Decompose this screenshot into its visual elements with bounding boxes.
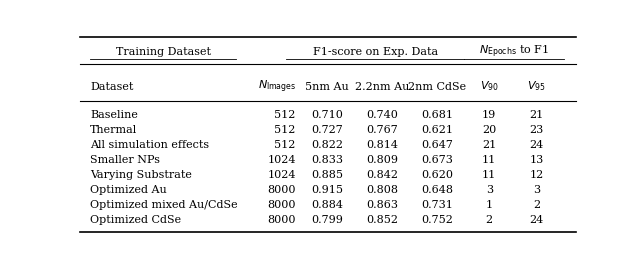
Text: 23: 23: [529, 125, 543, 135]
Text: 8000: 8000: [268, 215, 296, 225]
Text: 0.809: 0.809: [367, 155, 399, 165]
Text: Optimized CdSe: Optimized CdSe: [90, 215, 181, 225]
Text: 0.647: 0.647: [421, 140, 453, 150]
Text: 8000: 8000: [268, 185, 296, 195]
Text: 21: 21: [529, 110, 543, 120]
Text: 1: 1: [486, 200, 493, 210]
Text: 512: 512: [275, 110, 296, 120]
Text: $V_{90}$: $V_{90}$: [480, 80, 499, 93]
Text: 0.799: 0.799: [311, 215, 342, 225]
Text: 512: 512: [275, 125, 296, 135]
Text: 11: 11: [482, 170, 497, 180]
Text: Thermal: Thermal: [90, 125, 137, 135]
Text: 0.822: 0.822: [311, 140, 343, 150]
Text: 0.767: 0.767: [367, 125, 399, 135]
Text: 0.752: 0.752: [421, 215, 453, 225]
Text: 11: 11: [482, 155, 497, 165]
Text: 3: 3: [532, 185, 540, 195]
Text: 24: 24: [529, 140, 543, 150]
Text: 0.915: 0.915: [311, 185, 343, 195]
Text: 0.731: 0.731: [421, 200, 453, 210]
Text: $N_{\mathrm{Epochs}}$ to F1: $N_{\mathrm{Epochs}}$ to F1: [479, 43, 549, 60]
Text: 5nm Au: 5nm Au: [305, 81, 349, 92]
Text: 0.620: 0.620: [421, 170, 453, 180]
Text: 512: 512: [275, 140, 296, 150]
Text: 0.814: 0.814: [367, 140, 399, 150]
Text: 0.621: 0.621: [421, 125, 453, 135]
Text: Training Dataset: Training Dataset: [116, 46, 211, 57]
Text: 24: 24: [529, 215, 543, 225]
Text: Dataset: Dataset: [90, 81, 133, 92]
Text: 0.681: 0.681: [421, 110, 453, 120]
Text: 0.833: 0.833: [311, 155, 343, 165]
Text: 21: 21: [482, 140, 497, 150]
Text: Baseline: Baseline: [90, 110, 138, 120]
Text: 12: 12: [529, 170, 543, 180]
Text: 8000: 8000: [268, 200, 296, 210]
Text: $V_{95}$: $V_{95}$: [527, 80, 546, 93]
Text: 13: 13: [529, 155, 543, 165]
Text: Optimized mixed Au/CdSe: Optimized mixed Au/CdSe: [90, 200, 237, 210]
Text: 2.2nm Au: 2.2nm Au: [355, 81, 410, 92]
Text: 2nm CdSe: 2nm CdSe: [408, 81, 466, 92]
Text: 1024: 1024: [268, 155, 296, 165]
Text: 0.885: 0.885: [311, 170, 343, 180]
Text: 0.842: 0.842: [367, 170, 399, 180]
Text: 2: 2: [532, 200, 540, 210]
Text: 0.863: 0.863: [367, 200, 399, 210]
Text: Smaller NPs: Smaller NPs: [90, 155, 160, 165]
Text: 1024: 1024: [268, 170, 296, 180]
Text: Optimized Au: Optimized Au: [90, 185, 166, 195]
Text: $N_{\mathrm{Images}}$: $N_{\mathrm{Images}}$: [257, 78, 296, 95]
Text: 3: 3: [486, 185, 493, 195]
Text: F1-score on Exp. Data: F1-score on Exp. Data: [312, 46, 438, 57]
Text: 2: 2: [486, 215, 493, 225]
Text: 0.808: 0.808: [367, 185, 399, 195]
Text: 0.884: 0.884: [311, 200, 343, 210]
Text: 0.648: 0.648: [421, 185, 453, 195]
Text: 0.710: 0.710: [311, 110, 342, 120]
Text: 0.740: 0.740: [367, 110, 399, 120]
Text: 0.727: 0.727: [311, 125, 342, 135]
Text: 20: 20: [482, 125, 497, 135]
Text: 0.673: 0.673: [421, 155, 453, 165]
Text: 0.852: 0.852: [367, 215, 399, 225]
Text: All simulation effects: All simulation effects: [90, 140, 209, 150]
Text: 19: 19: [482, 110, 497, 120]
Text: Varying Substrate: Varying Substrate: [90, 170, 192, 180]
